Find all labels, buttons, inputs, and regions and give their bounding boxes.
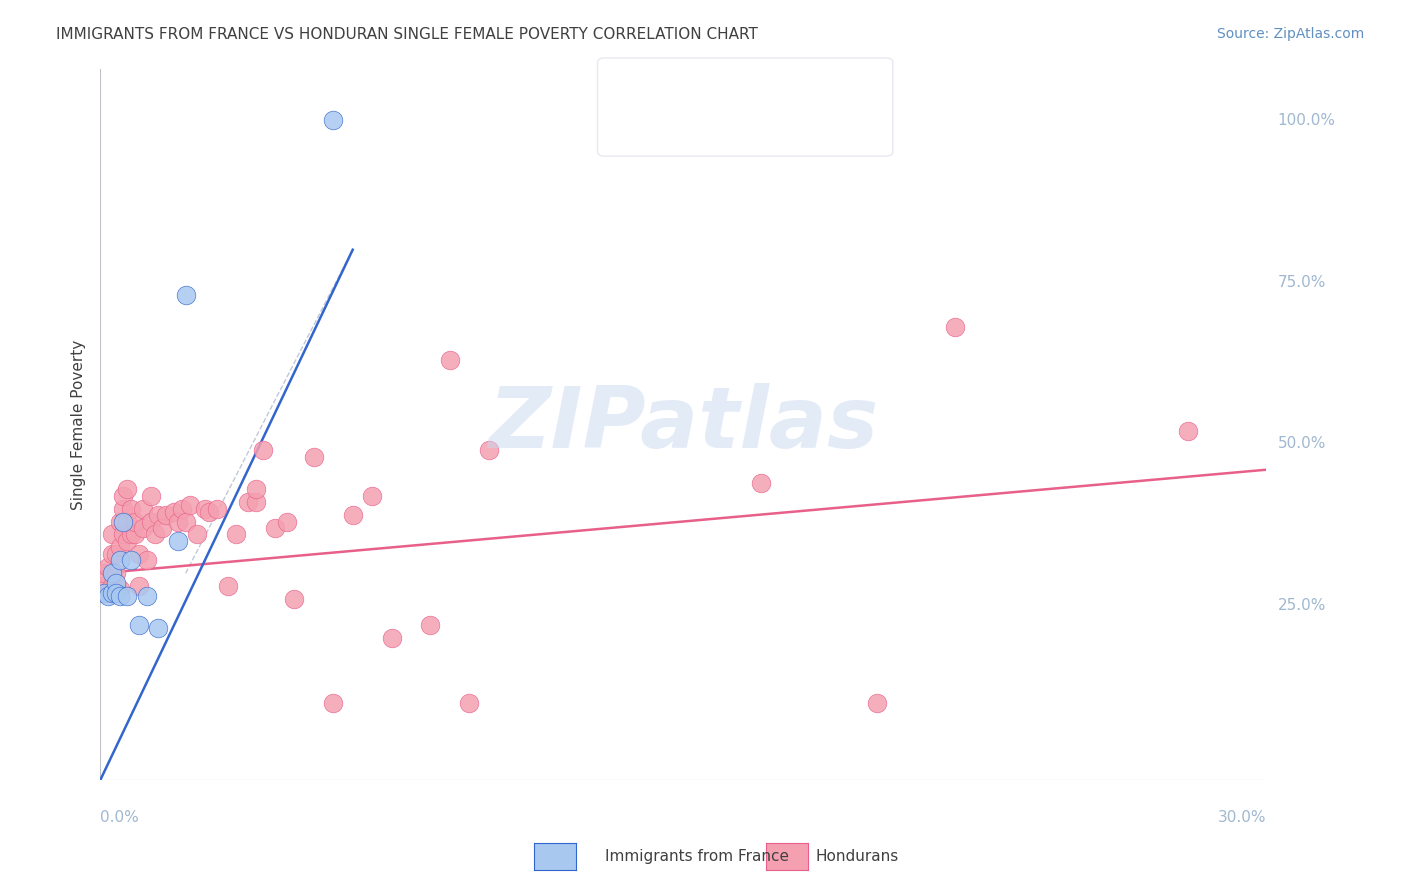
Point [104,566,127,581]
Point [93,585,115,599]
Point [155,508,177,522]
Point [194,501,217,516]
Point [112,527,135,541]
Point [245,482,267,496]
Point [276,515,298,529]
Text: 75.0%: 75.0% [1278,275,1326,290]
Point [148,621,170,635]
Point [128,579,150,593]
Point [166,533,188,548]
Point [322,696,344,710]
Point [749,475,772,490]
Point [217,579,239,593]
Text: 25.0%: 25.0% [1278,599,1326,613]
Point [128,547,150,561]
Point [120,553,142,567]
Point [93,566,115,581]
Point [174,288,197,302]
Text: Immigrants from France: Immigrants from France [605,849,789,863]
Point [283,592,305,607]
Point [108,541,131,555]
Point [112,489,135,503]
Point [93,585,115,599]
Point [97,559,120,574]
Point [322,113,344,128]
Point [1177,424,1199,438]
Point [143,527,166,541]
Point [943,320,966,334]
Text: ZIPatlas: ZIPatlas [488,383,879,466]
Point [174,515,197,529]
Point [108,553,131,567]
Point [124,515,146,529]
Text: R = 0.614    N = 17: R = 0.614 N = 17 [640,78,789,92]
Point [101,547,124,561]
Point [108,515,131,529]
Point [163,505,186,519]
Point [135,589,157,603]
Text: 0.0%: 0.0% [100,810,139,824]
Point [342,508,364,522]
Point [117,515,139,529]
Point [179,499,201,513]
Text: IMMIGRANTS FROM FRANCE VS HONDURAN SINGLE FEMALE POVERTY CORRELATION CHART: IMMIGRANTS FROM FRANCE VS HONDURAN SINGL… [56,27,758,42]
Point [245,495,267,509]
Point [101,579,124,593]
Point [166,515,188,529]
Point [112,501,135,516]
Text: Hondurans: Hondurans [815,849,898,863]
Point [120,527,142,541]
Point [104,547,127,561]
Text: R = 0.249    N = 65: R = 0.249 N = 65 [640,116,789,130]
Point [101,585,124,599]
Y-axis label: Single Female Poverty: Single Female Poverty [72,339,86,509]
Point [132,521,155,535]
Point [478,443,501,458]
Text: 50.0%: 50.0% [1278,436,1326,451]
Point [225,527,247,541]
Point [117,589,139,603]
Point [198,505,221,519]
Point [439,352,461,367]
Point [186,527,208,541]
Point [97,589,120,603]
Point [302,450,325,464]
Point [361,489,384,503]
Text: 30.0%: 30.0% [1218,810,1265,824]
Point [124,527,146,541]
Text: Source: ZipAtlas.com: Source: ZipAtlas.com [1216,27,1364,41]
Point [135,553,157,567]
Point [380,631,402,645]
Point [108,589,131,603]
Point [148,508,170,522]
Point [104,585,127,599]
Point [101,566,124,581]
Text: 100.0%: 100.0% [1278,112,1336,128]
Point [419,618,441,632]
Point [170,501,193,516]
Point [150,521,173,535]
Point [108,582,131,597]
Point [866,696,889,710]
Point [139,489,162,503]
Point [101,527,124,541]
Point [97,585,120,599]
Point [458,696,481,710]
Point [117,482,139,496]
Point [112,515,135,529]
Point [128,618,150,632]
Point [93,579,115,593]
Point [117,533,139,548]
Point [132,501,155,516]
Point [120,501,142,516]
Point [236,495,259,509]
Point [252,443,274,458]
Point [264,521,287,535]
Point [139,515,162,529]
Point [205,501,228,516]
Point [104,576,127,591]
